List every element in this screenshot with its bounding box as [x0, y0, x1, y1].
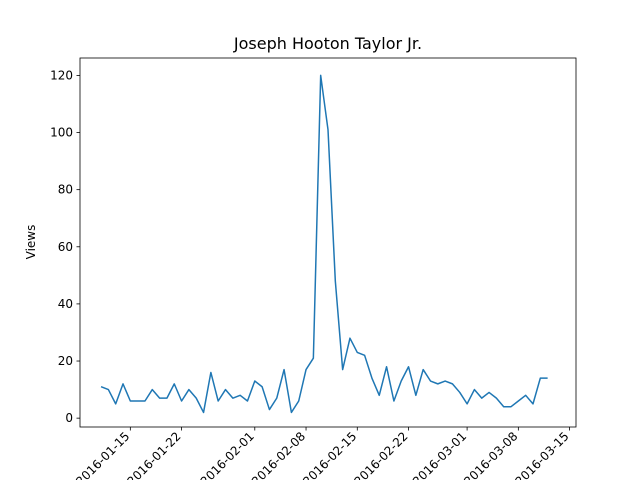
y-tick-label: 120	[50, 68, 73, 82]
y-axis: 0 20 40 60 80 100 120	[50, 68, 80, 425]
x-tick-label: 2016-03-08	[461, 429, 520, 480]
x-tick-label: 2016-02-01	[198, 429, 257, 480]
y-tick-label: 20	[58, 354, 73, 368]
x-tick-label: 2016-03-01	[410, 429, 469, 480]
plot-area	[100, 74, 548, 414]
x-tick-label: 2016-02-08	[249, 429, 308, 480]
y-axis-label: Views	[24, 225, 38, 260]
chart-title: Joseph Hooton Taylor Jr.	[233, 34, 422, 53]
x-tick-label: 2016-01-15	[73, 429, 132, 480]
y-tick-label: 60	[58, 240, 73, 254]
y-tick-label: 0	[65, 411, 73, 425]
x-tick-label: 2016-01-22	[124, 429, 183, 480]
plot-frame	[79, 57, 577, 428]
y-tick-label: 100	[50, 126, 73, 140]
x-tick-label: 2016-02-15	[300, 429, 359, 480]
x-tick-label: 2016-03-15	[512, 429, 571, 480]
x-tick-label: 2016-02-22	[351, 429, 410, 480]
y-tick-label: 40	[58, 297, 73, 311]
series-line	[100, 74, 548, 414]
y-tick-label: 80	[58, 183, 73, 197]
